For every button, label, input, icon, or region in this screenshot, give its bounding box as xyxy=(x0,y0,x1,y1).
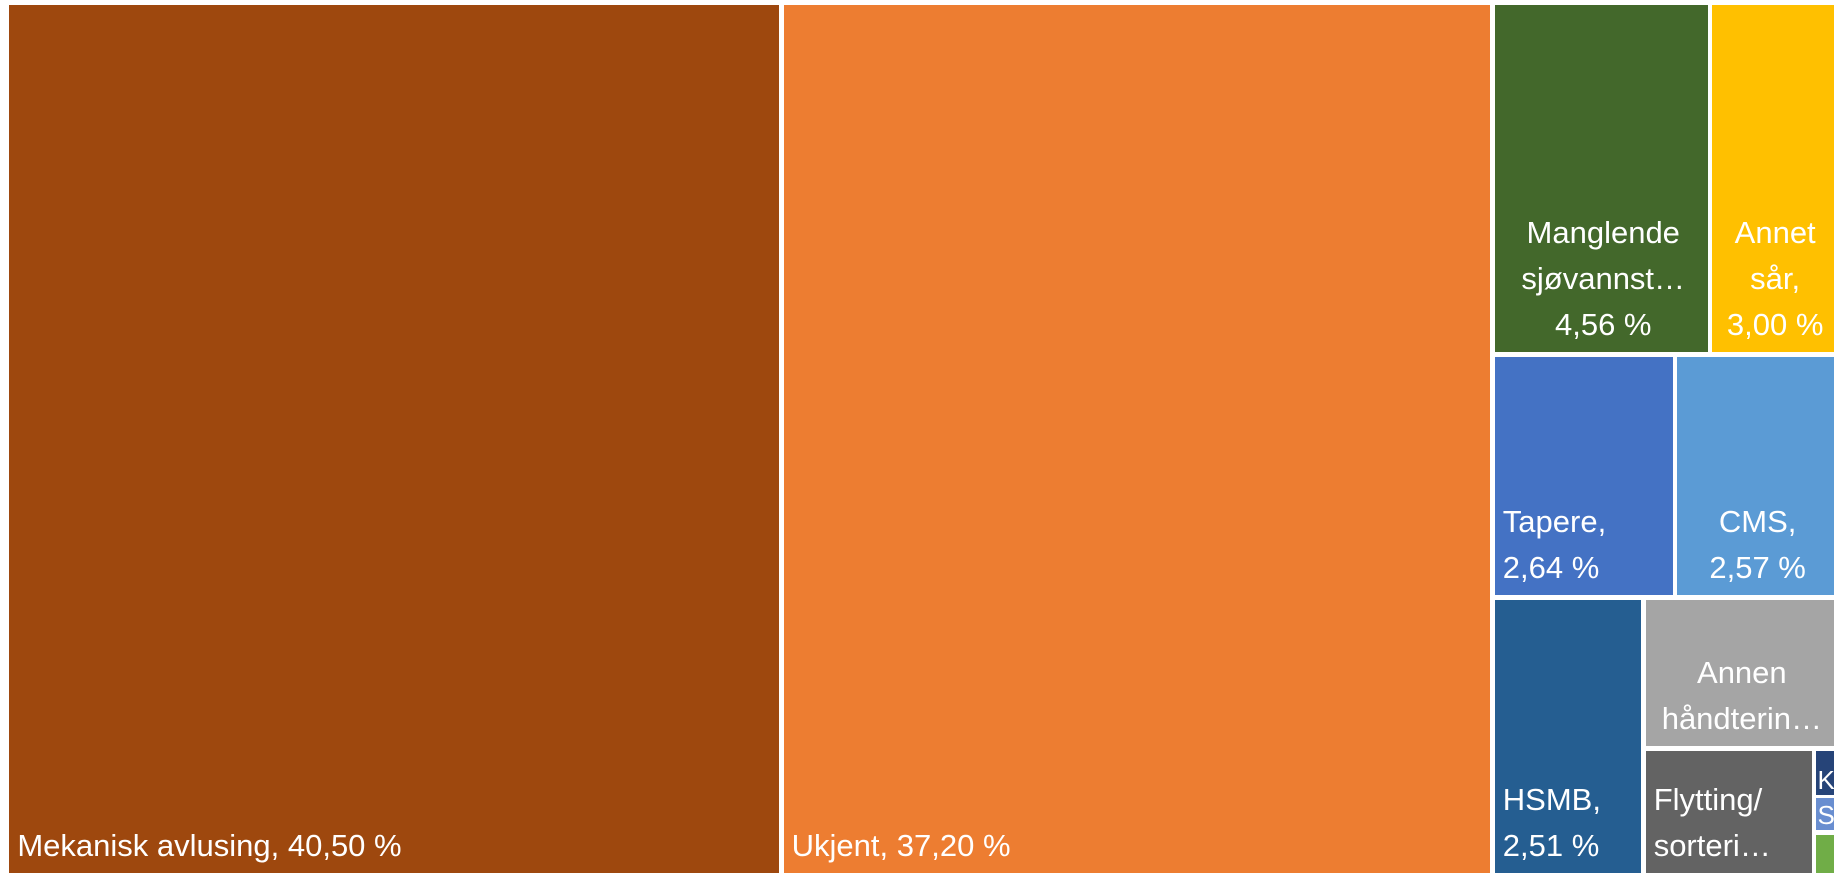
treemap-cell: CMS, 2,57 % xyxy=(1677,356,1834,596)
treemap-cell: K xyxy=(1816,750,1834,796)
treemap-cell: HSMB, 2,51 % xyxy=(1494,600,1641,873)
cell-label: Annet sår, 3,00 % xyxy=(1726,215,1824,343)
cell-label: Mekanisk avlusing, 40,50 % xyxy=(17,827,402,863)
treemap-cell: Ukjent, 37,20 % xyxy=(783,4,1491,873)
cell-label: Manglende sjøvannst… 4,56 % xyxy=(1521,215,1686,343)
cell-label: Tapere, 2,64 % xyxy=(1502,504,1607,586)
treemap-cell: Manglende sjøvannst… 4,56 % xyxy=(1494,4,1708,353)
cell-label: HSMB, 2,51 % xyxy=(1502,781,1601,863)
treemap-cell xyxy=(1816,835,1834,873)
treemap-cell: Annen håndterin… xyxy=(1645,600,1834,747)
treemap-cell: Flytting/ sorteri… xyxy=(1645,750,1812,873)
treemap-cell: Annet sår, 3,00 % xyxy=(1712,4,1834,353)
cell-label: Ukjent, 37,20 % xyxy=(791,827,1011,863)
treemap-cell: Mekanisk avlusing, 40,50 % xyxy=(9,4,779,873)
treemap-cell: Tapere, 2,64 % xyxy=(1494,356,1673,596)
cell-label: Flytting/ sorteri… xyxy=(1653,781,1771,863)
treemap-cell: S xyxy=(1816,797,1834,831)
cell-label: K xyxy=(1817,765,1834,796)
cell-label: Annen håndterin… xyxy=(1661,655,1822,737)
cell-label: S xyxy=(1817,800,1834,831)
cell-label: CMS, 2,57 % xyxy=(1709,504,1806,586)
